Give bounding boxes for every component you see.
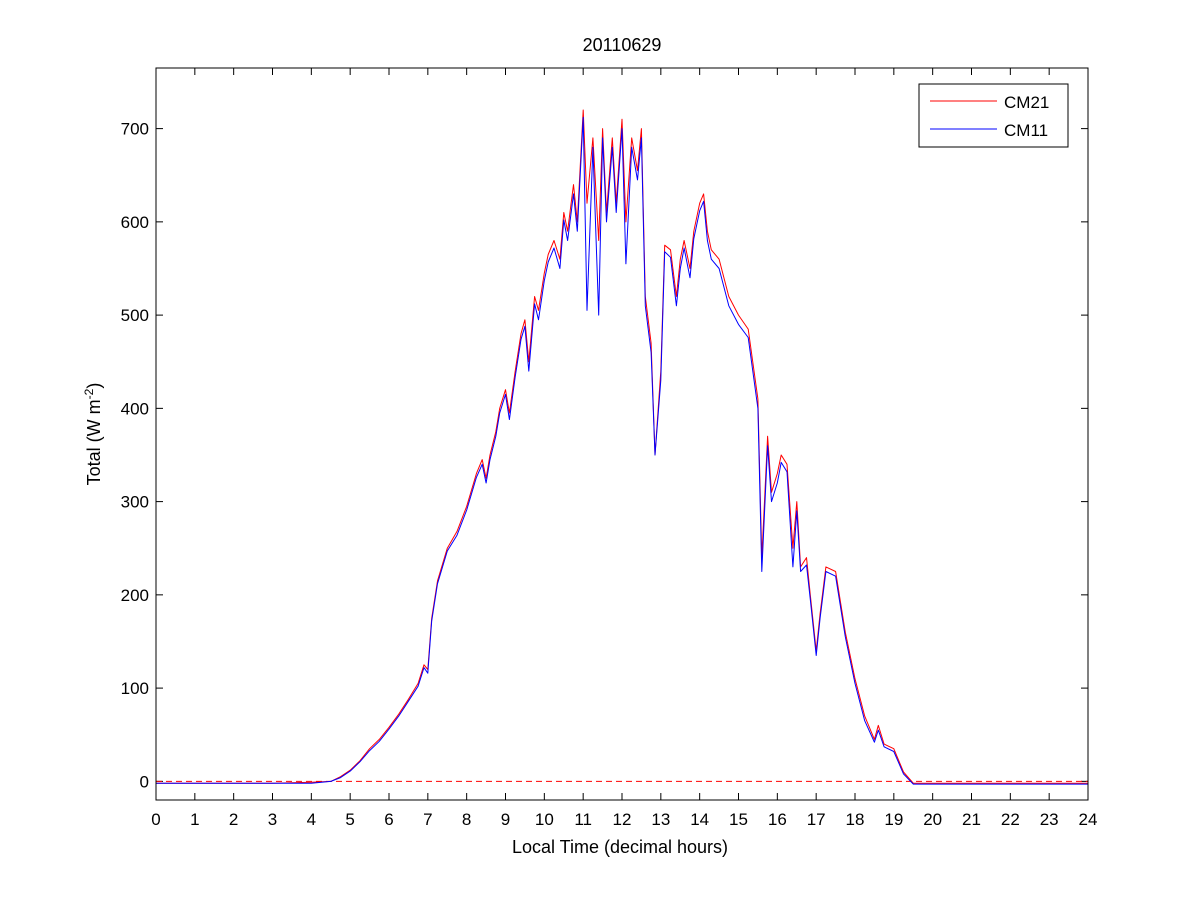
- legend: CM21 CM11: [918, 83, 1069, 148]
- x-tick-label: 14: [690, 810, 709, 829]
- legend-label-cm21: CM21: [1004, 93, 1049, 112]
- plot-frame: [155, 67, 1089, 801]
- x-tick-label: 0: [151, 810, 160, 829]
- x-tick-label: 18: [846, 810, 865, 829]
- y-axis-label-superscript: -2: [82, 388, 96, 399]
- y-tick-label: 600: [121, 213, 149, 232]
- y-axis-ticks: 0 100 200 300 400 500 600 700: [121, 120, 1088, 791]
- x-tick-label: 12: [613, 810, 632, 829]
- x-tick-label: 20: [923, 810, 942, 829]
- y-tick-label: 100: [121, 679, 149, 698]
- series-line-cm11: [156, 116, 1088, 785]
- x-tick-label: 10: [535, 810, 554, 829]
- x-tick-label: 21: [962, 810, 981, 829]
- x-tick-label: 2: [229, 810, 238, 829]
- x-tick-label: 4: [307, 810, 316, 829]
- x-tick-label: 24: [1079, 810, 1098, 829]
- x-tick-label: 23: [1040, 810, 1059, 829]
- x-tick-label: 6: [384, 810, 393, 829]
- chart-title: 20110629: [583, 35, 662, 55]
- y-tick-label: 400: [121, 399, 149, 418]
- y-axis-label-close: ): [84, 383, 104, 389]
- x-tick-label: 22: [1001, 810, 1020, 829]
- y-tick-label: 300: [121, 493, 149, 512]
- x-tick-label: 1: [190, 810, 199, 829]
- plot-area: [156, 68, 1088, 800]
- x-tick-label: 8: [462, 810, 471, 829]
- y-tick-label: 700: [121, 120, 149, 139]
- y-tick-label: 0: [140, 772, 149, 791]
- y-axis-label: Total (W m-2): [82, 383, 104, 486]
- x-tick-label: 5: [345, 810, 354, 829]
- series-lines: [156, 109, 1088, 785]
- legend-box: [918, 83, 1069, 148]
- x-tick-label: 15: [729, 810, 748, 829]
- x-axis-label: Local Time (decimal hours): [512, 837, 728, 857]
- x-tick-label: 17: [807, 810, 826, 829]
- legend-label-cm11: CM11: [1004, 121, 1048, 140]
- x-axis-ticks: 0 1 2 3 4 5 6 7 8 9 10 11 12 13 14 15 16 17 18 19 20 21 22 23 24: [151, 68, 1097, 829]
- y-axis-label-main: Total (W m: [84, 399, 104, 485]
- y-tick-label: 500: [121, 306, 149, 325]
- x-tick-label: 13: [651, 810, 670, 829]
- x-tick-label: 16: [768, 810, 787, 829]
- x-tick-label: 19: [884, 810, 903, 829]
- x-tick-label: 7: [423, 810, 432, 829]
- x-tick-label: 11: [574, 810, 592, 829]
- x-tick-label: 3: [268, 810, 277, 829]
- y-tick-label: 200: [121, 586, 149, 605]
- x-tick-label: 9: [501, 810, 510, 829]
